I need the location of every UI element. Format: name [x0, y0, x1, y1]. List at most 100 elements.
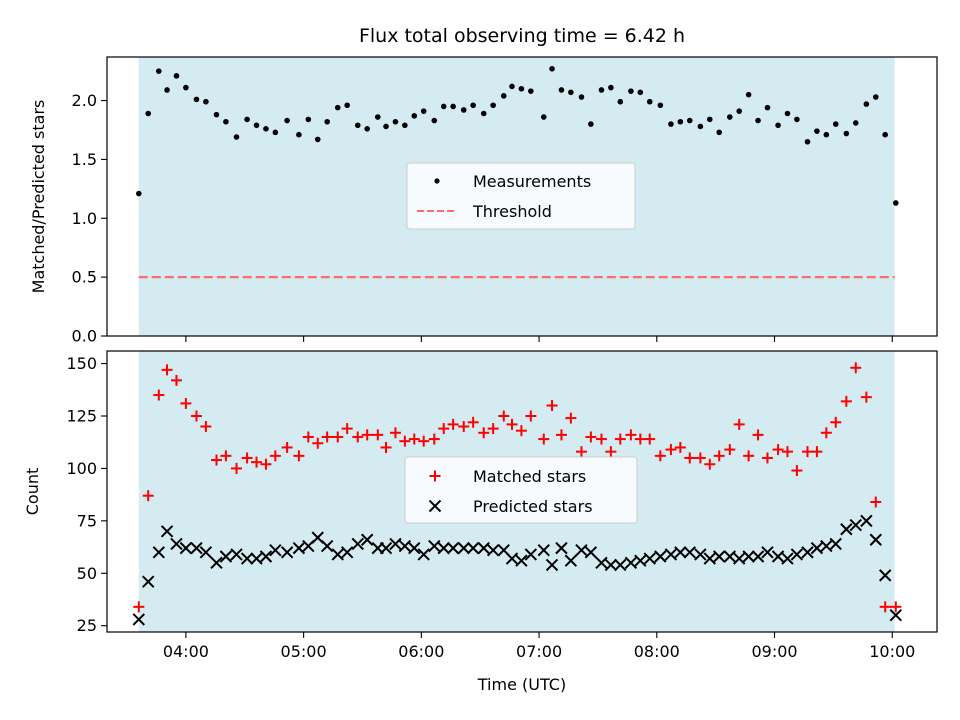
predicted-point	[733, 552, 746, 565]
measurement-point	[832, 121, 839, 127]
predicted-point	[840, 523, 853, 536]
matched-point	[428, 433, 440, 445]
measurement-point	[364, 126, 370, 132]
measurement-point	[183, 84, 189, 91]
predicted-point	[179, 541, 193, 555]
predicted-point	[132, 613, 145, 626]
predicted-point	[537, 544, 550, 557]
measurement-point	[716, 129, 722, 136]
bottom-y-axis-label: Count	[23, 468, 42, 516]
matched-point	[341, 423, 353, 435]
measurement-point	[440, 103, 447, 110]
x-tick-label: 05:00	[281, 642, 327, 661]
measurement-point	[794, 116, 800, 123]
matched-point	[372, 429, 384, 441]
matched-point	[321, 431, 333, 443]
predicted-point	[170, 537, 183, 551]
predicted-point	[742, 550, 755, 563]
matched-point	[830, 416, 842, 428]
predicted-point	[829, 537, 842, 551]
predicted-point	[437, 541, 450, 555]
bottom-panel: 25 50 75 100 125 150 04:00 05:00 06:00 07:00 08:00…	[23, 350, 938, 694]
measurement-point	[173, 73, 180, 79]
matched-point	[438, 423, 450, 435]
predicted-point	[219, 550, 233, 563]
predicted-point	[486, 544, 500, 557]
matched-point	[565, 412, 577, 424]
matched-point	[811, 446, 823, 458]
measurement-point	[272, 129, 279, 136]
measurement-point	[402, 122, 408, 129]
measurement-point	[392, 118, 399, 125]
predicted-point	[810, 541, 824, 555]
predicted-point	[190, 541, 203, 555]
measurement-point	[145, 110, 152, 117]
matched-point	[161, 364, 173, 376]
measurement-point	[686, 117, 693, 124]
matched-point	[605, 446, 617, 458]
predicted-point	[664, 548, 678, 561]
predicted-point	[889, 609, 903, 622]
matched-point	[352, 431, 364, 443]
legend-x-glyph	[428, 499, 442, 513]
matched-point	[546, 400, 558, 412]
measurement-point	[588, 121, 594, 127]
matched-point	[772, 444, 784, 456]
legend-measurements-label: Measurements	[473, 172, 591, 191]
matched-point	[190, 410, 202, 422]
matched-point	[200, 420, 212, 432]
predicted-point	[351, 537, 364, 551]
predicted-point	[477, 541, 490, 555]
matched-point	[724, 444, 736, 456]
measurement-point	[500, 93, 507, 99]
matched-point	[293, 450, 305, 462]
matched-point	[879, 601, 891, 613]
bottom-legend: Matched stars Predicted stars	[404, 456, 638, 524]
matched-point	[478, 427, 490, 439]
measurement-point	[892, 200, 899, 206]
matched-point	[713, 450, 725, 462]
matched-point	[781, 446, 793, 458]
matched-point	[525, 410, 537, 422]
measurement-point	[657, 102, 664, 109]
predicted-point	[820, 539, 833, 553]
matched-point	[890, 601, 902, 613]
predicted-point	[849, 518, 862, 532]
x-tick-label: 10:00	[869, 642, 915, 661]
predicted-point	[683, 546, 696, 559]
predicted-point	[634, 554, 647, 567]
matched-point	[595, 433, 607, 445]
matched-point	[515, 425, 527, 437]
top-y-axis-label: Matched/Predicted stars	[29, 100, 48, 294]
y-tick-label: 150	[66, 354, 97, 373]
top-axes-frame	[106, 56, 938, 337]
matched-point	[704, 458, 716, 470]
measurement-point	[764, 104, 771, 111]
measurement-point	[253, 122, 260, 129]
legend-threshold-label: Threshold	[472, 202, 552, 221]
matched-point	[498, 410, 510, 422]
predicted-point	[417, 548, 430, 561]
predicted-point	[761, 546, 774, 559]
matched-point	[820, 427, 832, 439]
predicted-point	[643, 552, 656, 565]
measurement-point	[324, 118, 330, 125]
y-tick-label: 1.5	[72, 150, 97, 169]
predicted-point	[604, 558, 618, 572]
y-tick-label: 125	[66, 407, 97, 426]
measurement-point	[374, 114, 381, 120]
top-legend-box	[406, 162, 636, 230]
predicted-point	[771, 550, 785, 563]
measurement-point	[296, 131, 302, 138]
matched-point	[332, 431, 344, 443]
predicted-point	[389, 537, 402, 551]
matched-point	[447, 418, 459, 430]
matched-point	[644, 433, 656, 445]
y-tick-label: 25	[77, 616, 97, 635]
measurement-point	[823, 131, 830, 138]
matched-point	[260, 458, 272, 470]
matched-point	[408, 433, 420, 445]
predicted-point	[457, 541, 470, 555]
measurement-point	[480, 110, 487, 117]
predicted-point	[240, 552, 254, 565]
